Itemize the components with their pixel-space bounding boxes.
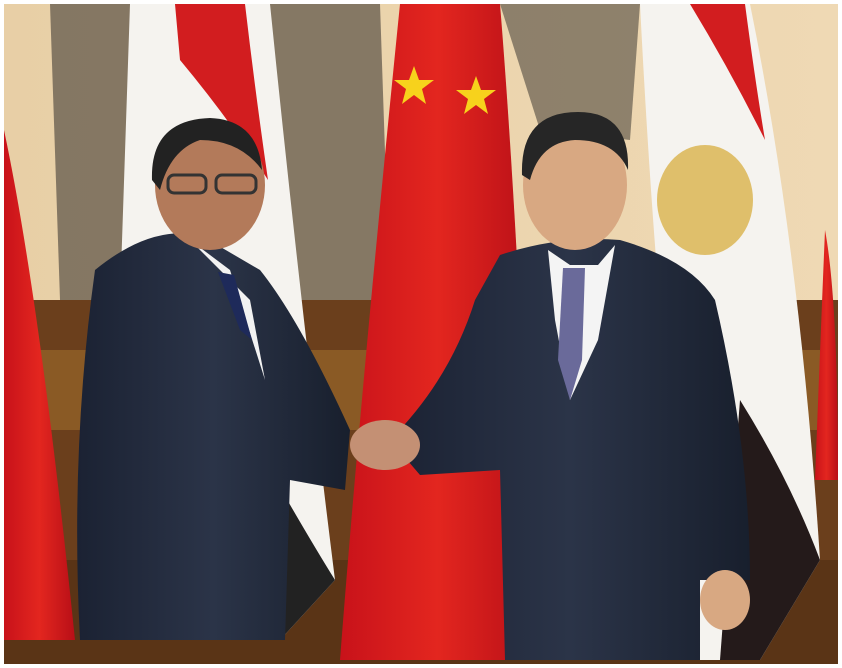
man-right-hand [700, 570, 750, 630]
flag-star [456, 76, 496, 114]
man-right-suit [390, 239, 750, 660]
man-left-head [155, 120, 265, 250]
man-left-suit [77, 233, 351, 640]
man-left-hair [151, 118, 262, 190]
man-right-tie [558, 268, 585, 400]
man-right-head [523, 120, 627, 250]
scene [4, 4, 838, 664]
flag-left-edge [4, 130, 75, 640]
painting-right [500, 4, 640, 140]
china-flag [340, 4, 535, 660]
man-left-shirt [190, 240, 265, 380]
egypt-flag-right-red [690, 4, 765, 140]
flag-star [394, 66, 434, 104]
glasses [166, 173, 208, 195]
eagle-emblem [657, 145, 753, 255]
flag-right-edge [815, 230, 838, 480]
handshake [350, 420, 420, 470]
glasses [214, 173, 258, 195]
man-right-hair [521, 112, 629, 180]
man-left-tie [218, 272, 252, 340]
